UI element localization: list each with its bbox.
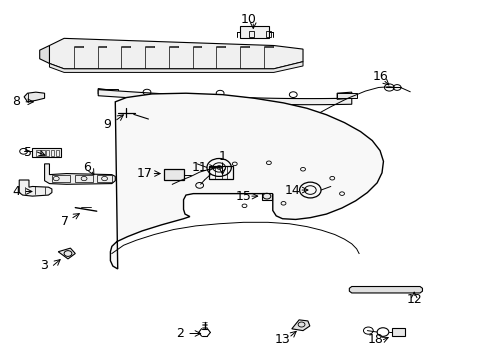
Polygon shape xyxy=(40,45,49,63)
Text: 1: 1 xyxy=(218,150,226,163)
Text: 13: 13 xyxy=(274,333,290,346)
Polygon shape xyxy=(291,320,309,330)
Text: 10: 10 xyxy=(240,13,256,26)
Text: 16: 16 xyxy=(371,70,387,83)
Bar xyxy=(75,175,93,182)
Polygon shape xyxy=(49,62,303,72)
Bar xyxy=(52,175,70,182)
Bar xyxy=(56,150,59,156)
Polygon shape xyxy=(336,92,351,99)
Bar xyxy=(261,193,272,200)
Polygon shape xyxy=(24,92,44,102)
Text: 17: 17 xyxy=(136,167,152,180)
Polygon shape xyxy=(44,164,115,184)
Bar xyxy=(97,175,112,182)
Text: 15: 15 xyxy=(235,190,251,203)
Text: 3: 3 xyxy=(40,259,47,272)
Bar xyxy=(163,168,183,180)
Bar xyxy=(239,26,268,39)
Bar xyxy=(336,93,356,98)
Polygon shape xyxy=(58,248,75,259)
Bar xyxy=(46,150,49,156)
Text: 4: 4 xyxy=(12,185,20,198)
Bar xyxy=(266,31,271,37)
Bar xyxy=(209,166,232,179)
Text: 5: 5 xyxy=(23,145,31,158)
Text: 6: 6 xyxy=(83,161,91,174)
Bar xyxy=(391,328,405,336)
Bar xyxy=(51,150,54,156)
Text: 8: 8 xyxy=(12,95,20,108)
Bar xyxy=(36,150,40,156)
Text: 2: 2 xyxy=(176,327,183,340)
Text: 11: 11 xyxy=(191,161,207,174)
Text: 12: 12 xyxy=(406,293,421,306)
Bar xyxy=(98,89,118,94)
Polygon shape xyxy=(19,180,52,196)
Text: 14: 14 xyxy=(284,184,300,197)
Polygon shape xyxy=(98,89,118,96)
Polygon shape xyxy=(49,39,303,69)
Polygon shape xyxy=(348,287,422,293)
Text: 9: 9 xyxy=(103,118,111,131)
Polygon shape xyxy=(98,90,351,105)
Circle shape xyxy=(216,166,221,169)
Text: 7: 7 xyxy=(61,215,69,228)
Text: 18: 18 xyxy=(366,333,382,346)
Bar xyxy=(32,148,61,157)
Polygon shape xyxy=(110,93,383,269)
Bar xyxy=(249,31,254,37)
Bar xyxy=(41,150,44,156)
